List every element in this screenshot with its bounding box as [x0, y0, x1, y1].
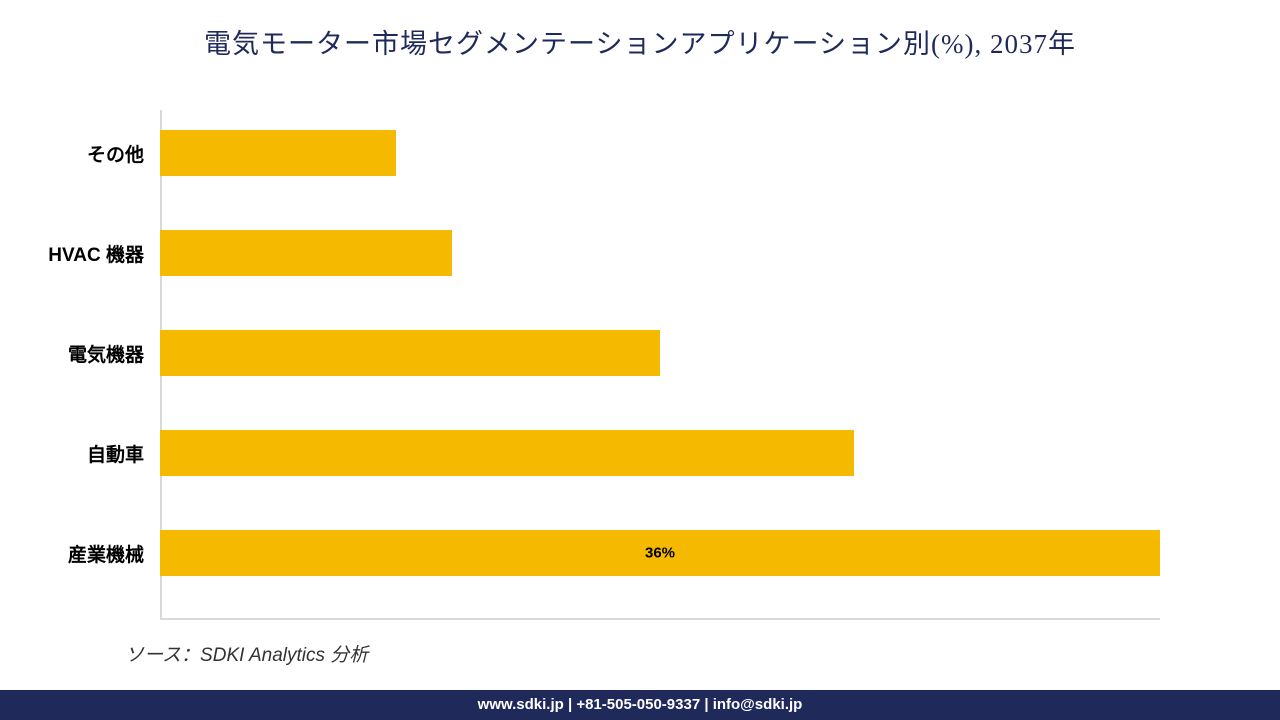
- bar-row: 電気機器: [160, 330, 1160, 376]
- category-label: その他: [87, 140, 144, 167]
- footer-bar: www.sdki.jp | +81-505-050-9337 | info@sd…: [0, 690, 1280, 720]
- bar-row: 産業機械36%: [160, 530, 1160, 576]
- x-axis-line: [160, 618, 1160, 620]
- category-label: 自動車: [87, 440, 144, 467]
- bar: [160, 330, 660, 376]
- chart-plot-area: その他 HVAC 機器電気機器自動車産業機械36%: [160, 110, 1160, 620]
- chart-title: 電気モーター市場セグメンテーションアプリケーション別(%), 2037年: [0, 22, 1280, 61]
- bar: [160, 230, 452, 276]
- source-attribution: ソース：SDKI Analytics 分析: [125, 640, 368, 667]
- bar-row: HVAC 機器: [160, 230, 1160, 276]
- bar-row: その他: [160, 130, 1160, 176]
- category-label: 産業機械: [68, 540, 144, 567]
- bar-value-label: 36%: [645, 545, 675, 562]
- bar: [160, 430, 854, 476]
- bar-row: 自動車: [160, 430, 1160, 476]
- category-label: 電気機器: [68, 340, 144, 367]
- bar: [160, 130, 396, 176]
- bar: 36%: [160, 530, 1160, 576]
- category-label: HVAC 機器: [48, 240, 144, 267]
